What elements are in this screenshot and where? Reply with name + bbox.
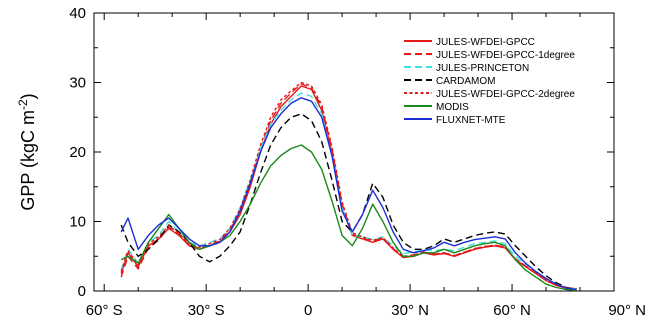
y-tick-label: 10 (69, 214, 86, 231)
series-line-fluxnet-mte (120, 97, 577, 291)
x-tick-label: 0 (304, 302, 312, 319)
series-lines (120, 81, 577, 291)
y-axis: 0 10 20 30 40 (69, 5, 614, 300)
legend-entry-label: JULES-WFDEI-GPCC-1degree (436, 50, 575, 61)
x-tick-label: 60° S (86, 302, 123, 319)
legend-entry-label: MODIS (436, 102, 469, 113)
series-line-jules-wfdei-gpcc-2degree (120, 81, 577, 290)
legend: JULES-WFDEI-GPCC JULES-WFDEI-GPCC-1degree… (404, 37, 575, 126)
series-line-cardamom (120, 113, 577, 291)
y-axis-label: GPP (kgC m-2) (16, 93, 38, 210)
series-line-jules-wfdei-gpcc (120, 85, 577, 290)
legend-entry-label: JULES-WFDEI-GPCC-2degree (436, 89, 575, 100)
y-axis-label-text: GPP (kgC m (18, 110, 38, 211)
x-tick-label: 30° S (188, 302, 225, 319)
x-tick-label: 30° N (391, 302, 429, 319)
series-line-modis (120, 144, 577, 291)
legend-entry-label: JULES-PRINCETON (436, 63, 529, 74)
y-axis-label-close: ) (18, 93, 38, 99)
y-tick-label: 30 (69, 75, 86, 92)
y-tick-label: 0 (78, 283, 86, 300)
y-axis-label-superscript: -2 (16, 99, 30, 110)
legend-entry-label: FLUXNET-MTE (436, 115, 506, 126)
legend-entry-label: CARDAMOM (436, 76, 495, 87)
x-tick-label: 90° N (608, 302, 646, 319)
series-line-jules-wfdei-gpcc-1degree (120, 83, 577, 290)
y-tick-label: 40 (69, 5, 86, 22)
x-axis: 60° S 30° S 0 30° N 60° N 90° N (86, 13, 646, 319)
y-tick-label: 20 (69, 144, 86, 161)
legend-entry-label: JULES-WFDEI-GPCC (436, 37, 535, 48)
series-line-jules-princeton (120, 92, 577, 290)
x-tick-label: 60° N (493, 302, 531, 319)
